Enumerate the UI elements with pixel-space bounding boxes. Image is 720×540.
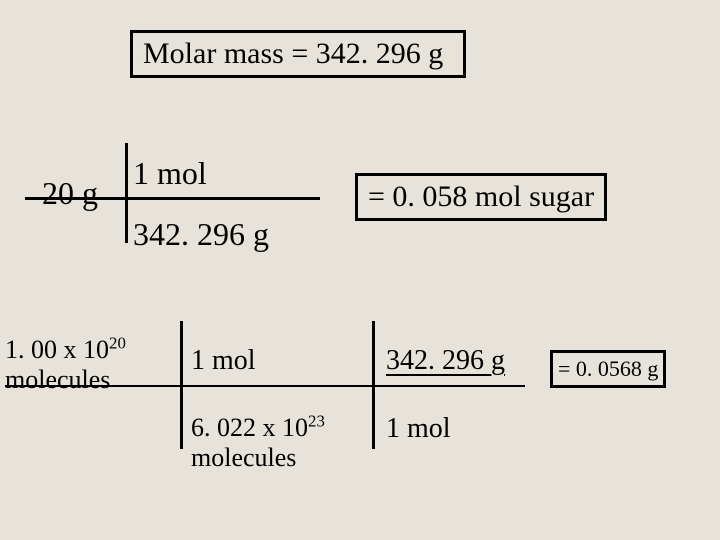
title-text: Molar mass = 342. 296 g — [143, 37, 443, 70]
calc2-molecules-exp: 20 — [109, 333, 126, 352]
calc2-frac1-den-line1: 6. 022 x 10 — [191, 413, 308, 442]
calc2-conversion-factor-1: 1 mol 6. 022 x 1023 molecules — [185, 345, 360, 473]
calc1-denominator: 342. 296 g — [125, 198, 320, 253]
calc1-given-mass: 20 g — [25, 175, 115, 212]
calc1-result-box: = 0. 058 mol sugar — [355, 173, 607, 221]
calc2-molecules-line1: 1. 00 x 10 — [5, 335, 109, 364]
calc2-frac2-numerator: 342. 296 g — [380, 345, 525, 383]
title-box: Molar mass = 342. 296 g — [130, 30, 466, 78]
calc2-result-box: = 0. 0568 g — [550, 350, 666, 388]
calc1-conversion-factor: 1 mol 342. 296 g — [125, 155, 320, 253]
calc2-frac1-den-exp: 23 — [308, 411, 325, 430]
calc2-frac2-denominator: 1 mol — [380, 383, 525, 445]
calc2-frac1-numerator: 1 mol — [185, 345, 360, 383]
calc2-result-text: = 0. 0568 g — [558, 356, 658, 381]
calc2-frac1-den-line2: molecules — [191, 443, 296, 472]
calc1-result-text: = 0. 058 mol sugar — [368, 180, 594, 213]
calc2-frac1-denominator: 6. 022 x 1023 molecules — [185, 383, 360, 473]
calc2-conversion-factor-2: 342. 296 g 1 mol — [380, 345, 525, 445]
calc2-molecules-line2: molecules — [5, 365, 110, 394]
calc1-numerator: 1 mol — [125, 155, 320, 198]
calc2-given-molecules: 1. 00 x 1020 molecules — [5, 335, 170, 395]
